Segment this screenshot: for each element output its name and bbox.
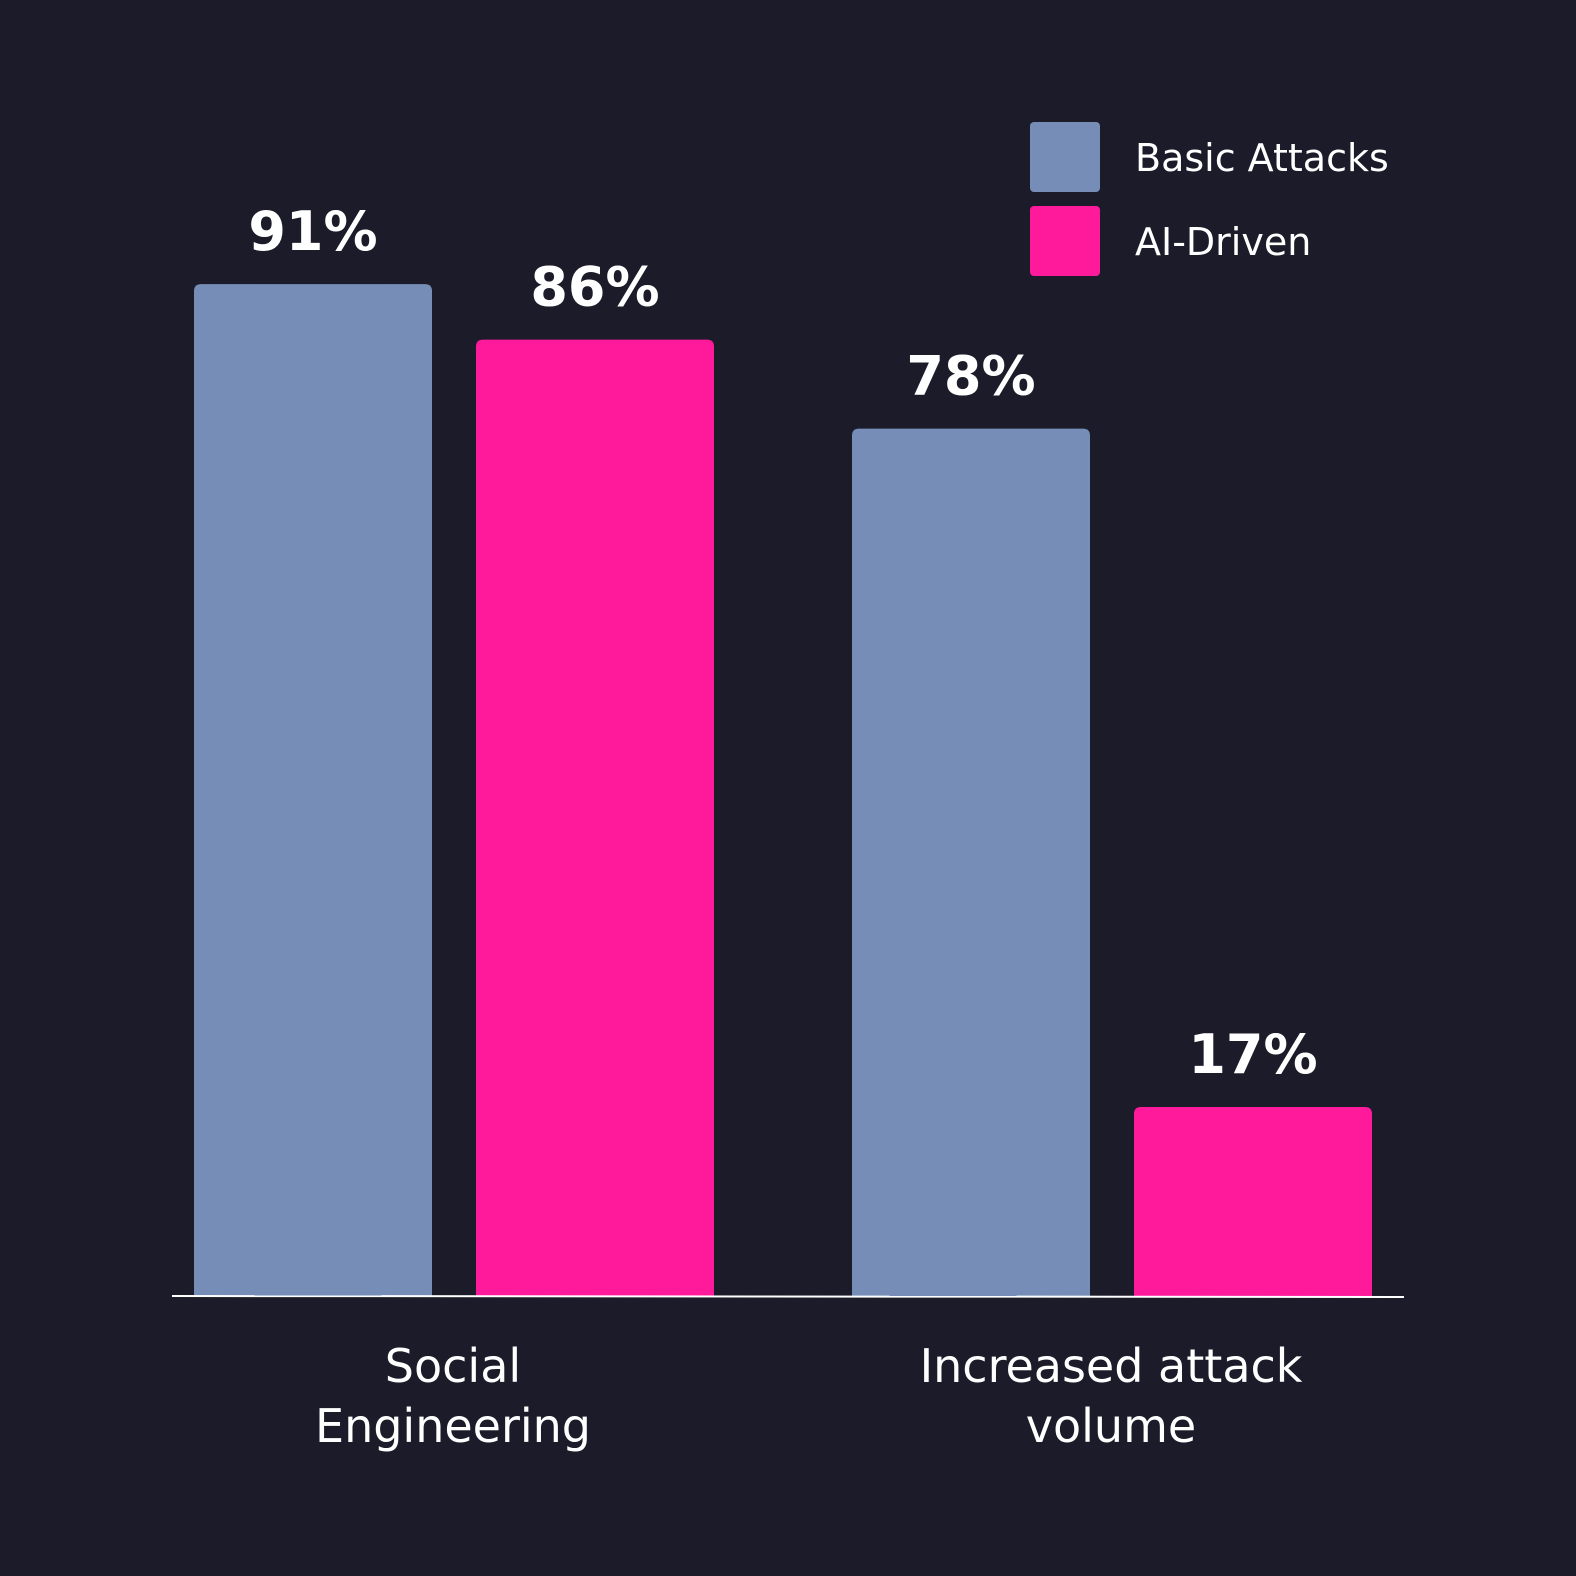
category-labels-layer: Social Engineering Increased attack volume bbox=[315, 1339, 1303, 1453]
category-label-1-line-1: volume bbox=[1026, 1399, 1196, 1453]
x-axis-line bbox=[171, 1295, 1405, 1298]
bar-ai-driven-0 bbox=[476, 339, 714, 1296]
bar-ai-driven-1 bbox=[1134, 1106, 1372, 1296]
legend-label-basic-attacks: Basic Attacks bbox=[1135, 136, 1389, 180]
value-label-basic-attacks-1: 78% bbox=[906, 345, 1035, 408]
bar-basic-attacks-1 bbox=[852, 428, 1090, 1296]
legend-swatch-basic-attacks bbox=[1030, 122, 1100, 192]
value-label-ai-driven-0: 86% bbox=[530, 256, 659, 319]
category-label-1-line-0: Increased attack bbox=[920, 1339, 1303, 1393]
bar-basic-attacks-0 bbox=[194, 284, 432, 1297]
bars-layer bbox=[194, 284, 1372, 1297]
value-labels-layer: 91% 78% 86% 17% bbox=[248, 200, 1317, 1086]
value-label-basic-attacks-0: 91% bbox=[248, 200, 377, 263]
category-label-0-line-1: Engineering bbox=[315, 1399, 591, 1453]
legend: Basic Attacks AI-Driven bbox=[1030, 122, 1389, 276]
legend-label-ai-driven: AI-Driven bbox=[1135, 220, 1311, 264]
category-label-0-line-0: Social bbox=[385, 1339, 521, 1393]
value-label-ai-driven-1: 17% bbox=[1188, 1023, 1317, 1086]
legend-swatch-ai-driven bbox=[1030, 206, 1100, 276]
